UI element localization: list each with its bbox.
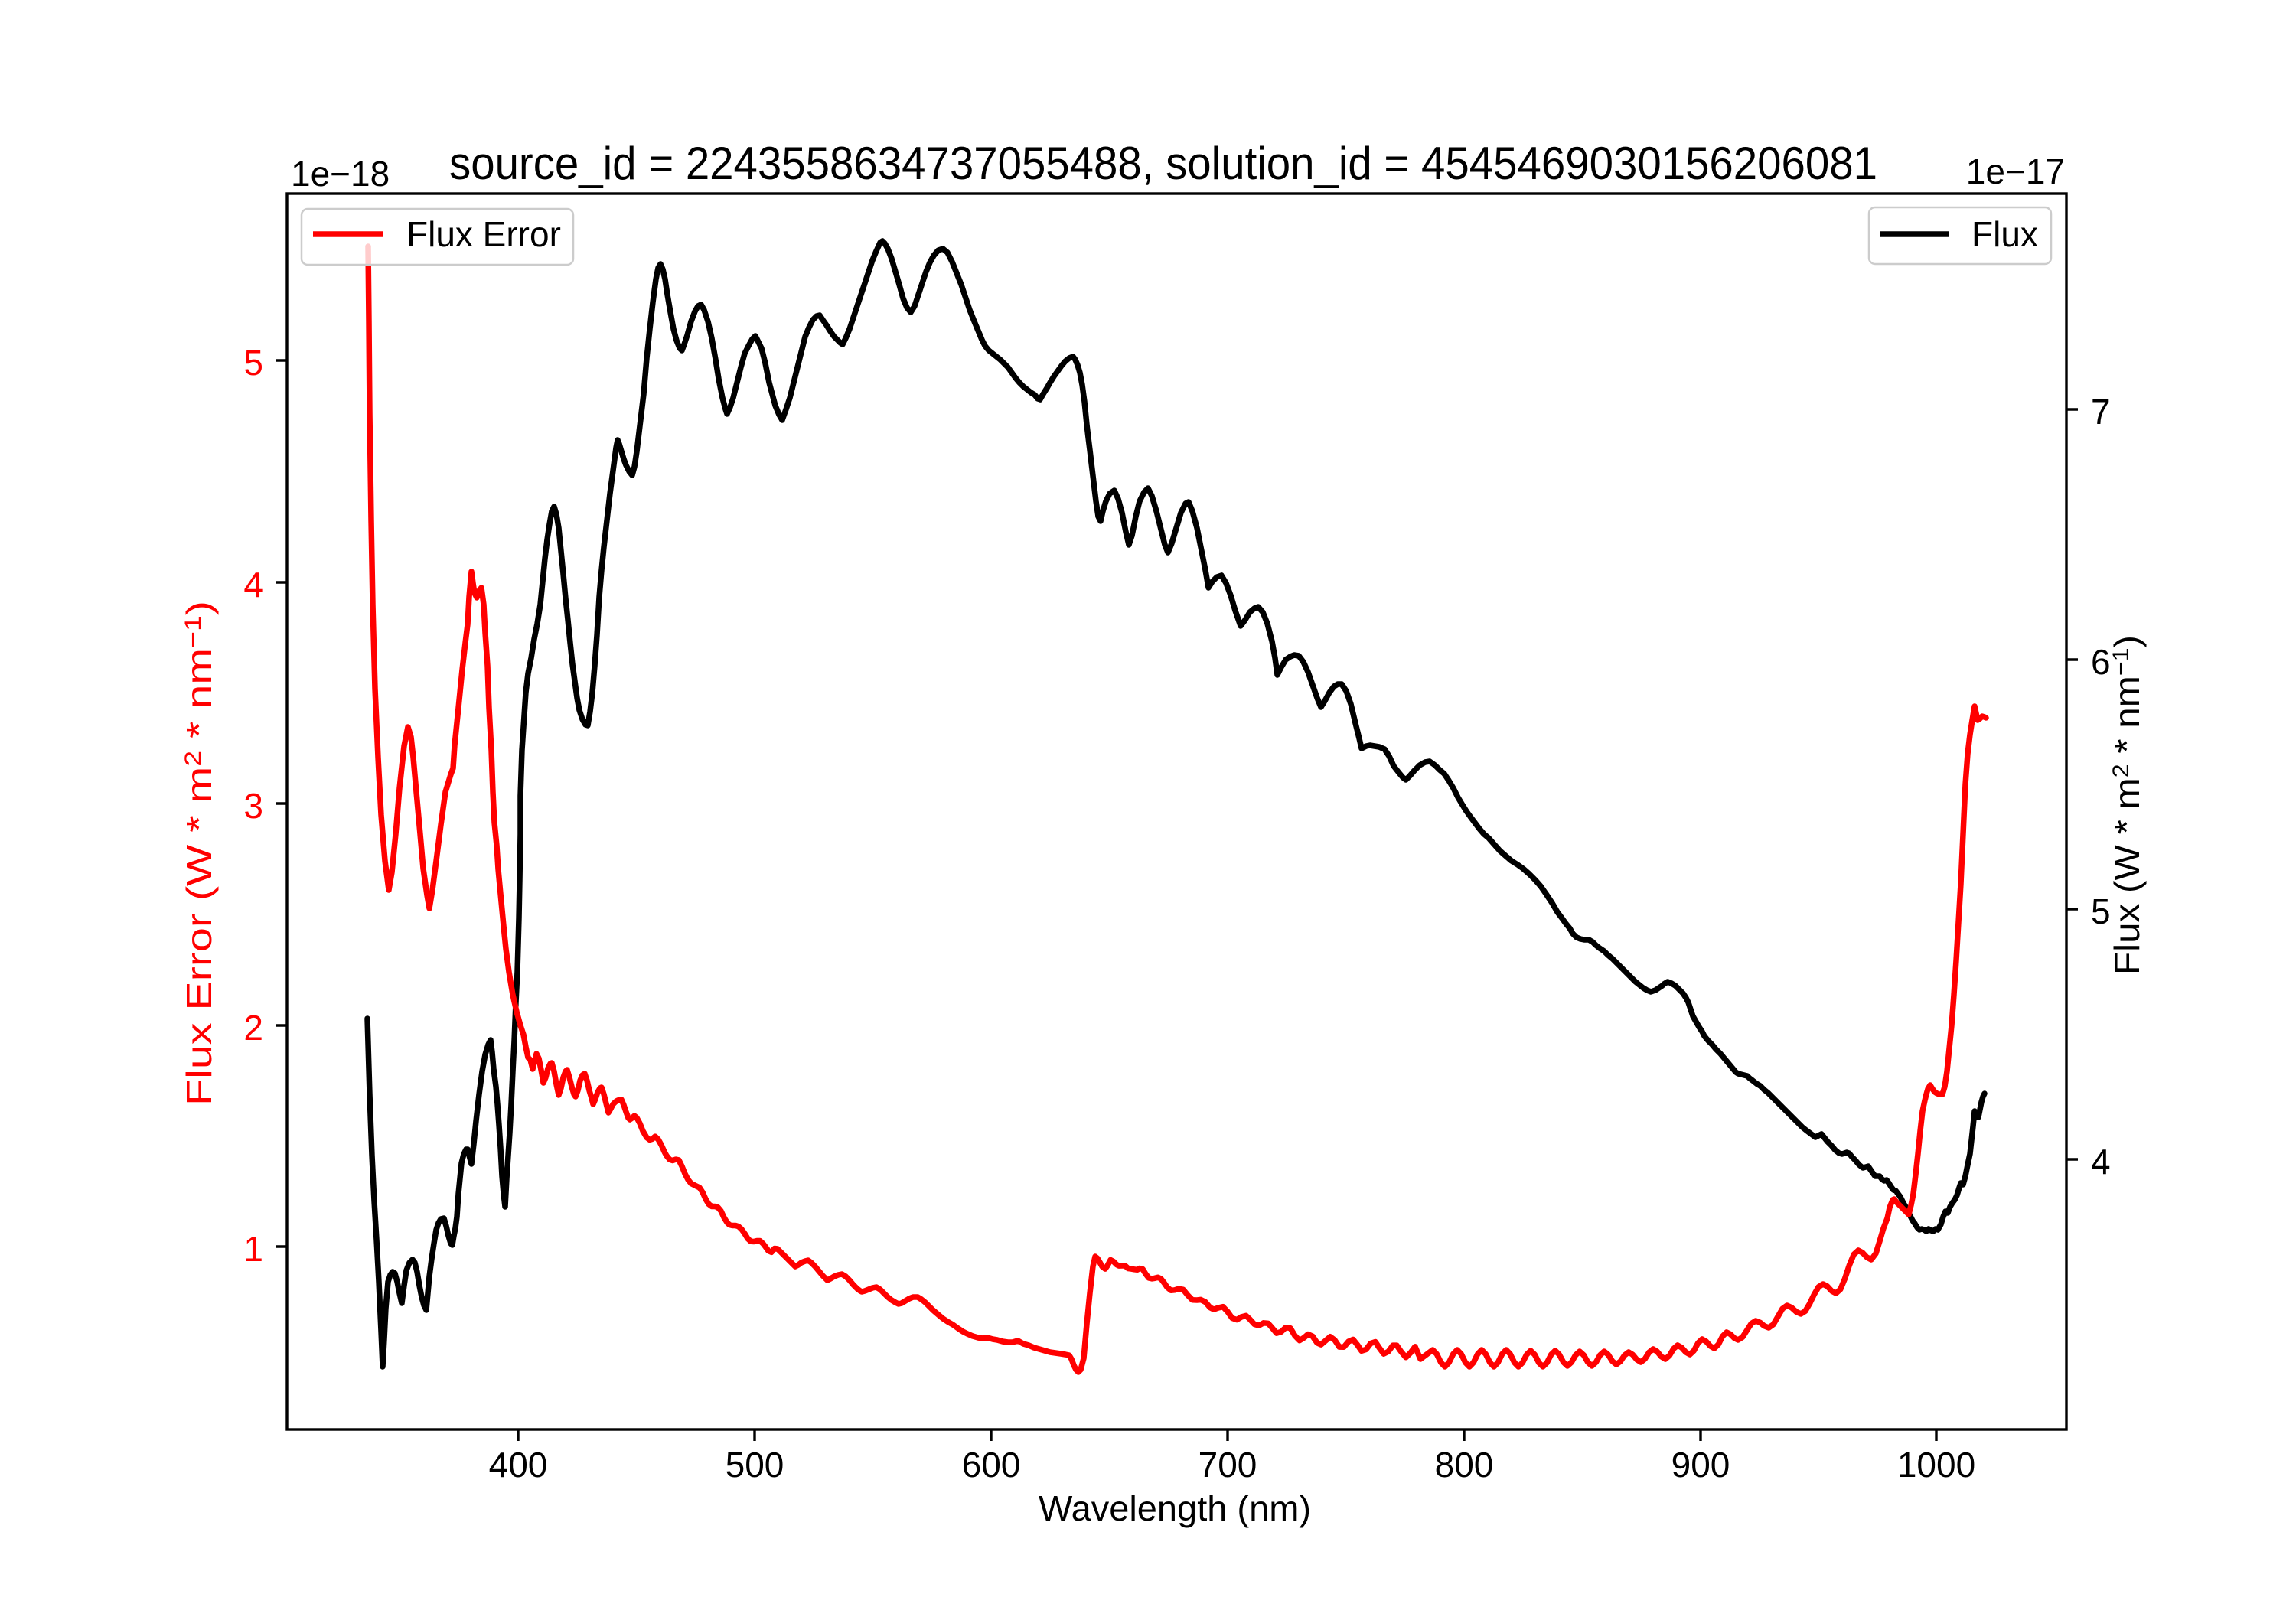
svg-text:Wavelength (nm): Wavelength (nm) (1039, 1488, 1311, 1528)
svg-text:600: 600 (962, 1445, 1021, 1485)
svg-text:5: 5 (2091, 892, 2111, 931)
svg-text:Flux Error: Flux Error (406, 214, 561, 254)
svg-text:source_id = 224355863473705548: source_id = 2243558634737055488, solutio… (449, 138, 1877, 189)
svg-text:1e−18: 1e−18 (291, 154, 390, 194)
svg-text:4: 4 (243, 565, 263, 605)
svg-text:Flux (W * m2 * nm−1): Flux (W * m2 * nm−1) (2107, 635, 2147, 975)
svg-text:2: 2 (243, 1008, 263, 1048)
svg-text:800: 800 (1435, 1445, 1494, 1485)
svg-text:1: 1 (243, 1229, 263, 1269)
svg-text:Flux: Flux (1971, 214, 2038, 254)
svg-text:500: 500 (726, 1445, 784, 1485)
svg-text:7: 7 (2091, 392, 2111, 432)
svg-text:6: 6 (2091, 642, 2111, 682)
svg-text:1e−17: 1e−17 (1966, 152, 2065, 191)
svg-text:3: 3 (243, 786, 263, 826)
svg-text:900: 900 (1671, 1445, 1730, 1485)
svg-text:Flux Error (W * m2 * nm−1): Flux Error (W * m2 * nm−1) (179, 601, 219, 1106)
svg-text:1000: 1000 (1897, 1445, 1975, 1485)
svg-text:5: 5 (243, 343, 263, 383)
svg-text:700: 700 (1199, 1445, 1257, 1485)
svg-text:400: 400 (489, 1445, 548, 1485)
svg-text:4: 4 (2091, 1142, 2111, 1182)
